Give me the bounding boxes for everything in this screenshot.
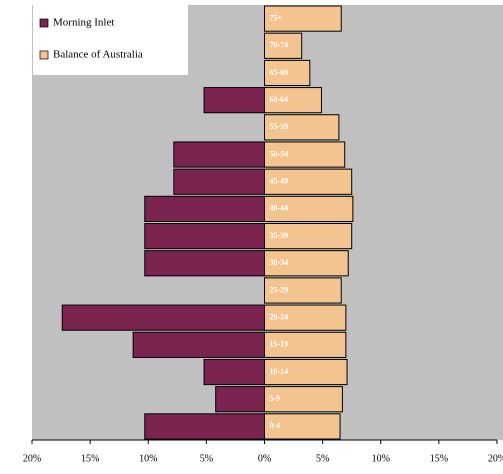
bar <box>144 413 265 440</box>
bar <box>264 141 346 168</box>
bar <box>264 168 353 195</box>
bar <box>144 195 265 222</box>
bar <box>264 87 322 114</box>
bar <box>264 413 341 440</box>
legend-label: Balance of Australia <box>53 49 143 61</box>
category-label: 60-64 <box>270 95 289 104</box>
legend-label: Morning Inlet <box>53 17 114 29</box>
category-label: 5-9 <box>270 394 281 403</box>
x-tick-label: 15% <box>430 453 448 464</box>
bar <box>173 168 265 195</box>
bar <box>203 87 266 114</box>
legend-box <box>33 5 188 75</box>
bar <box>264 331 347 358</box>
category-label: 35-39 <box>270 231 289 240</box>
category-label: 65-69 <box>270 68 289 77</box>
category-label: 15-19 <box>270 340 289 349</box>
category-label: 0-4 <box>270 421 281 430</box>
bar <box>264 5 342 32</box>
bar <box>144 223 265 250</box>
bar <box>264 59 311 87</box>
category-label: 25-29 <box>270 285 289 294</box>
category-label: 10-14 <box>270 367 289 376</box>
bar <box>264 32 303 59</box>
x-tick-label: 20% <box>23 453 41 464</box>
bar <box>264 250 349 277</box>
category-label: 45-49 <box>270 177 289 186</box>
bar <box>264 195 354 222</box>
x-tick-label: 15% <box>81 453 99 464</box>
bar <box>264 277 342 304</box>
bar <box>203 358 266 386</box>
category-label: 75+ <box>270 13 283 22</box>
bar <box>61 304 265 331</box>
bar <box>215 386 266 413</box>
legend-swatch <box>39 50 49 60</box>
x-tick-label: 10% <box>139 453 157 464</box>
bar <box>264 304 347 331</box>
legend-swatch <box>39 18 49 28</box>
category-label: 70-74 <box>270 41 289 50</box>
category-label: 40-44 <box>270 204 289 213</box>
bar <box>264 223 353 250</box>
category-label: 20-24 <box>270 312 289 321</box>
category-label: 30-34 <box>270 258 289 267</box>
category-label: 55-59 <box>270 122 289 131</box>
category-label: 50-54 <box>270 149 289 158</box>
bar <box>144 250 265 277</box>
bar <box>264 114 340 141</box>
bar <box>264 386 343 413</box>
x-tick-label: 0% <box>258 453 271 464</box>
x-tick-label: 10% <box>372 453 390 464</box>
bar <box>132 331 265 358</box>
bar <box>264 358 348 386</box>
x-tick-label: 5% <box>316 453 329 464</box>
x-tick-label: 5% <box>200 453 213 464</box>
bar <box>173 141 265 168</box>
x-tick-label: 20% <box>488 453 503 464</box>
